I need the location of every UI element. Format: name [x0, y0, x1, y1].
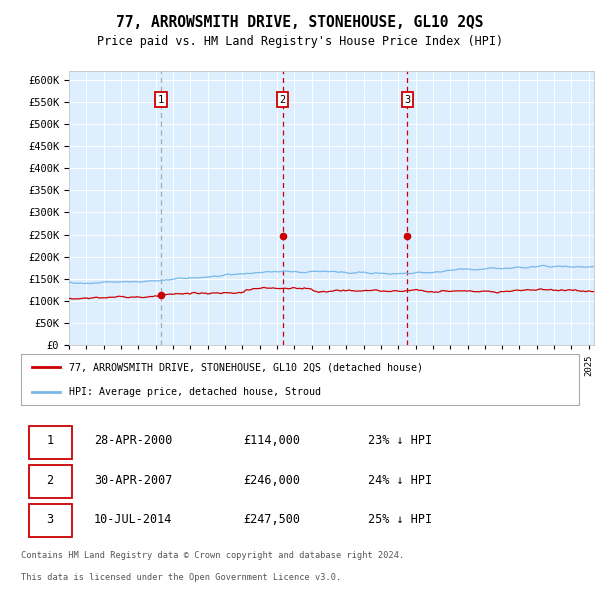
Text: HPI: Average price, detached house, Stroud: HPI: Average price, detached house, Stro… [69, 387, 321, 397]
Text: This data is licensed under the Open Government Licence v3.0.: This data is licensed under the Open Gov… [21, 573, 341, 582]
FancyBboxPatch shape [29, 504, 71, 537]
Text: £246,000: £246,000 [244, 474, 301, 487]
Text: 2: 2 [280, 94, 286, 104]
Text: 77, ARROWSMITH DRIVE, STONEHOUSE, GL10 2QS: 77, ARROWSMITH DRIVE, STONEHOUSE, GL10 2… [116, 15, 484, 30]
Text: 1: 1 [47, 434, 54, 447]
Text: 23% ↓ HPI: 23% ↓ HPI [368, 434, 432, 447]
Text: 28-APR-2000: 28-APR-2000 [94, 434, 173, 447]
FancyBboxPatch shape [29, 426, 71, 458]
Text: 2: 2 [47, 474, 54, 487]
Text: Contains HM Land Registry data © Crown copyright and database right 2024.: Contains HM Land Registry data © Crown c… [21, 550, 404, 560]
Text: Price paid vs. HM Land Registry's House Price Index (HPI): Price paid vs. HM Land Registry's House … [97, 35, 503, 48]
Text: 24% ↓ HPI: 24% ↓ HPI [368, 474, 432, 487]
Text: 3: 3 [404, 94, 410, 104]
FancyBboxPatch shape [29, 465, 71, 498]
Text: 3: 3 [47, 513, 54, 526]
Text: 25% ↓ HPI: 25% ↓ HPI [368, 513, 432, 526]
Text: 10-JUL-2014: 10-JUL-2014 [94, 513, 173, 526]
Text: £247,500: £247,500 [244, 513, 301, 526]
Text: £114,000: £114,000 [244, 434, 301, 447]
Text: 1: 1 [158, 94, 164, 104]
FancyBboxPatch shape [21, 355, 579, 405]
Text: 77, ARROWSMITH DRIVE, STONEHOUSE, GL10 2QS (detached house): 77, ARROWSMITH DRIVE, STONEHOUSE, GL10 2… [69, 362, 423, 372]
Text: 30-APR-2007: 30-APR-2007 [94, 474, 173, 487]
